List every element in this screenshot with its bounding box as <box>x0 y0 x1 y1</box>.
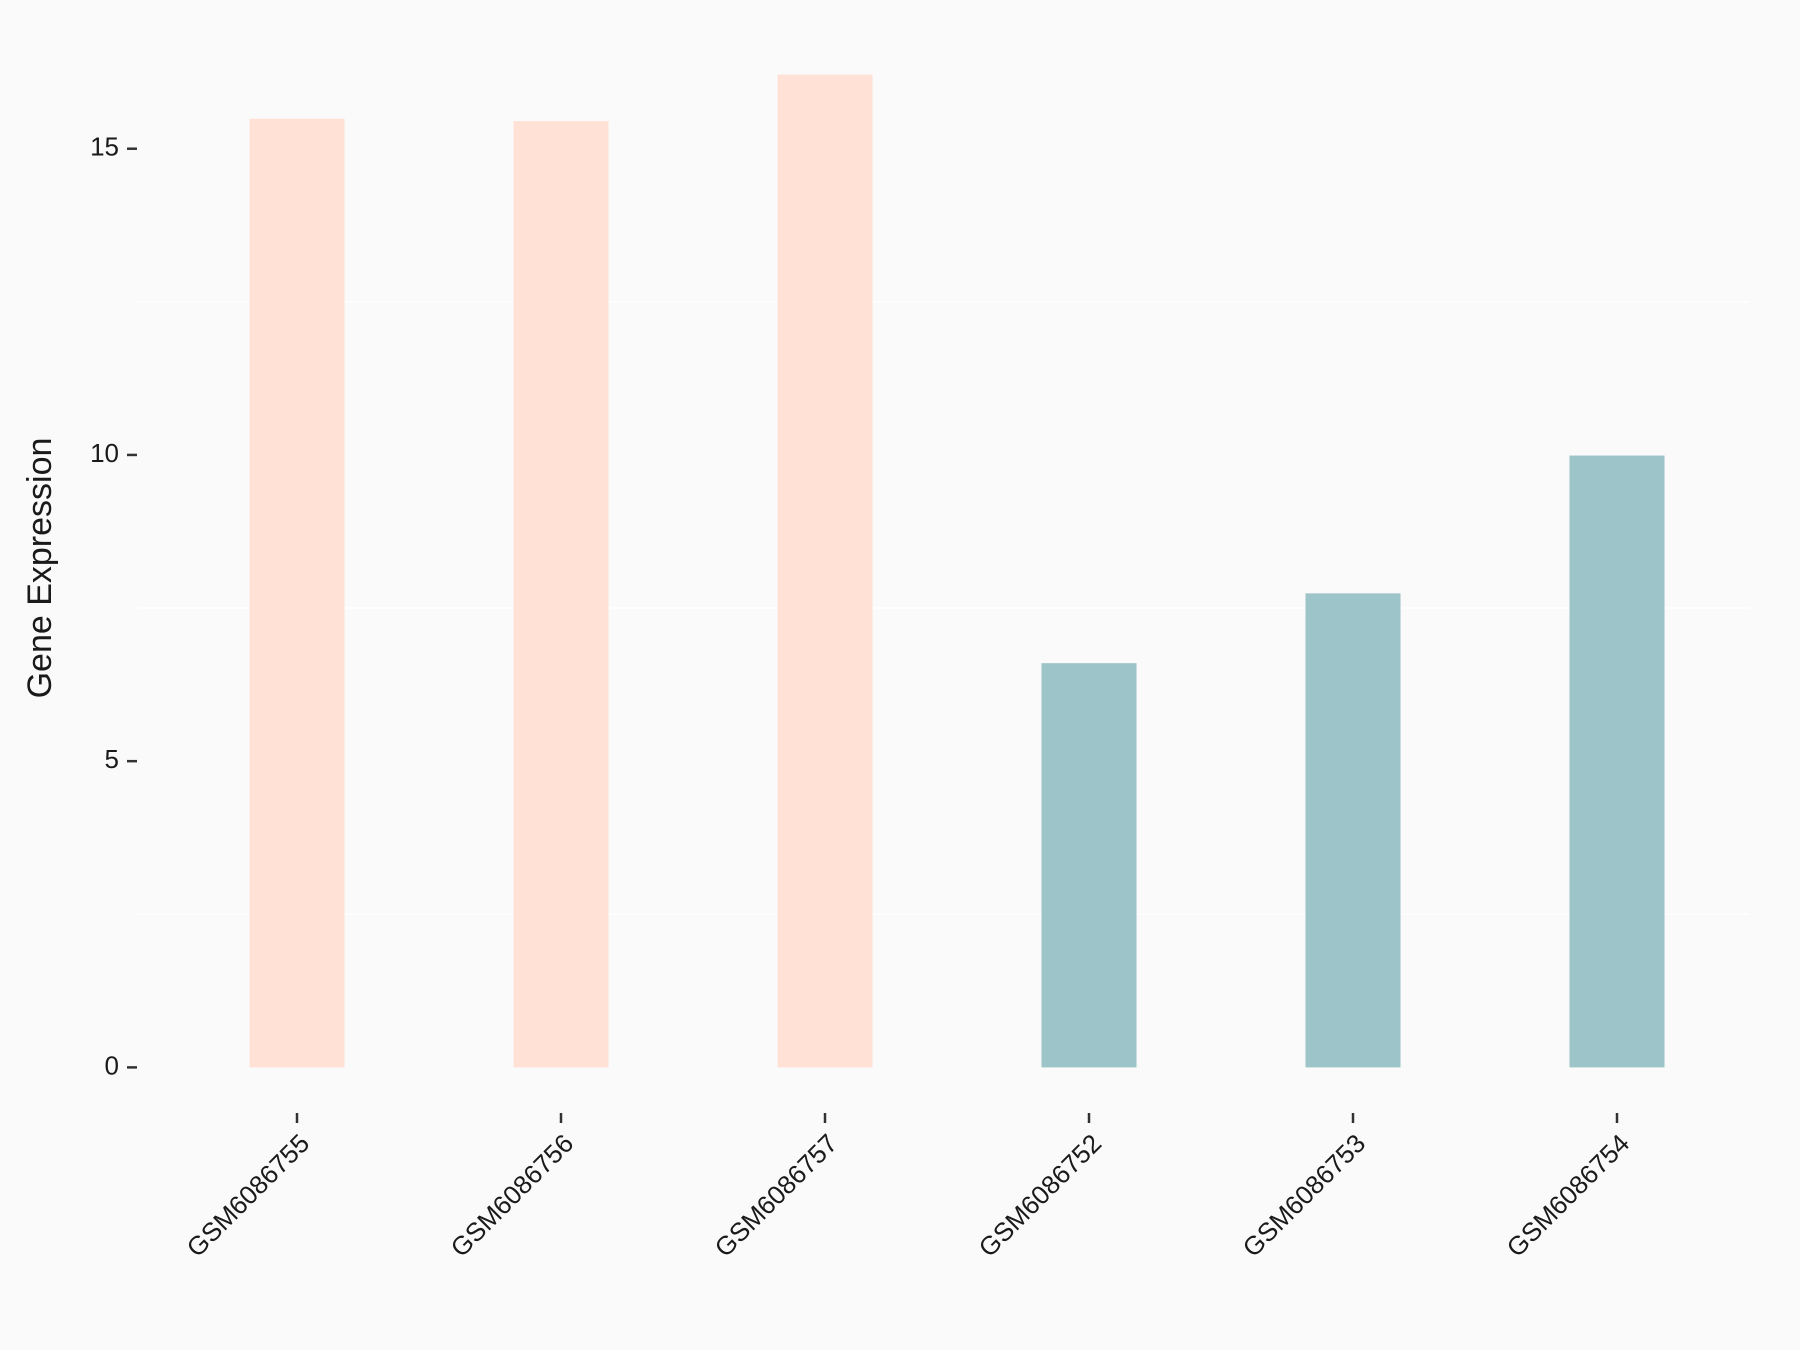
bar <box>777 74 873 1068</box>
bar <box>1569 455 1665 1068</box>
bar <box>1305 593 1401 1068</box>
y-tick-label: 0 <box>105 1050 119 1080</box>
y-tick-label: 15 <box>90 132 119 162</box>
bar <box>513 121 609 1068</box>
y-tick-label: 10 <box>90 438 119 468</box>
y-axis-title: Gene Expression <box>21 438 59 699</box>
bar <box>1041 663 1137 1068</box>
y-tick-label: 5 <box>105 744 119 774</box>
bar <box>249 118 345 1068</box>
